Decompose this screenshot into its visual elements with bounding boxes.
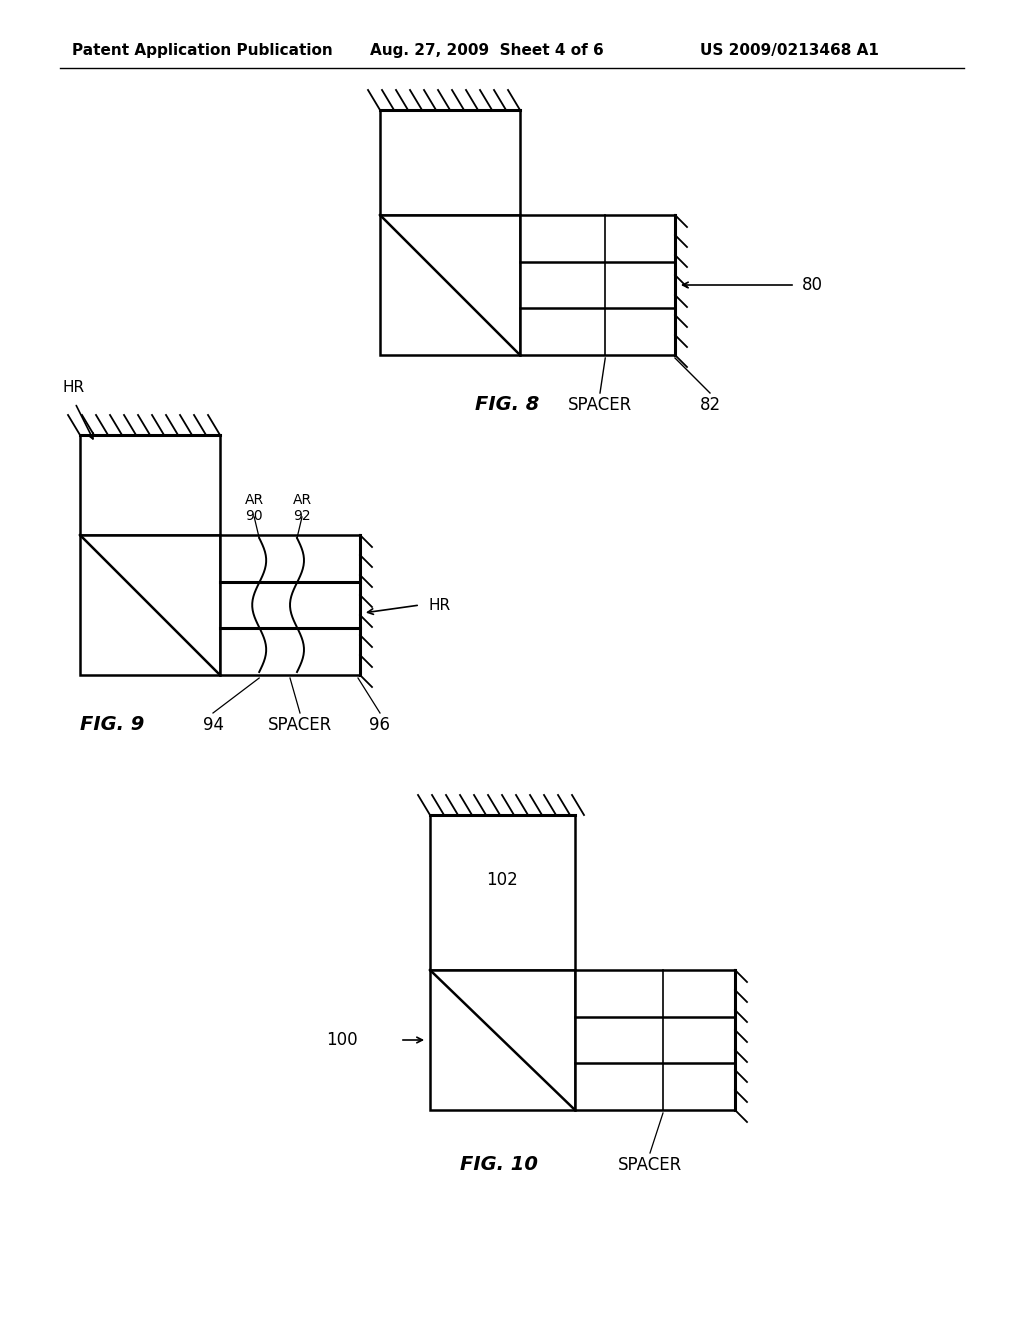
Bar xyxy=(430,970,575,1110)
Text: HR: HR xyxy=(428,598,451,612)
Text: 102: 102 xyxy=(486,871,518,890)
Text: AR
90: AR 90 xyxy=(245,492,264,523)
Text: US 2009/0213468 A1: US 2009/0213468 A1 xyxy=(700,42,879,58)
Bar xyxy=(520,215,675,355)
Text: FIG. 10: FIG. 10 xyxy=(460,1155,538,1175)
Bar xyxy=(80,535,220,675)
Bar xyxy=(80,436,220,535)
Bar xyxy=(220,535,360,675)
Bar xyxy=(380,110,520,215)
Text: Patent Application Publication: Patent Application Publication xyxy=(72,42,333,58)
Text: 94: 94 xyxy=(203,715,223,734)
Text: AR
92: AR 92 xyxy=(293,492,311,523)
Text: 82: 82 xyxy=(699,396,721,414)
Text: 100: 100 xyxy=(327,1031,358,1049)
Bar xyxy=(380,215,520,355)
Text: 80: 80 xyxy=(802,276,823,294)
Text: FIG. 9: FIG. 9 xyxy=(80,715,144,734)
Text: SPACER: SPACER xyxy=(568,396,632,414)
Text: Aug. 27, 2009  Sheet 4 of 6: Aug. 27, 2009 Sheet 4 of 6 xyxy=(370,42,604,58)
Bar xyxy=(575,970,735,1110)
Text: 96: 96 xyxy=(370,715,390,734)
Text: HR: HR xyxy=(62,380,84,395)
Text: SPACER: SPACER xyxy=(268,715,332,734)
Text: SPACER: SPACER xyxy=(617,1156,682,1173)
Bar xyxy=(430,814,575,970)
Text: FIG. 8: FIG. 8 xyxy=(475,396,540,414)
